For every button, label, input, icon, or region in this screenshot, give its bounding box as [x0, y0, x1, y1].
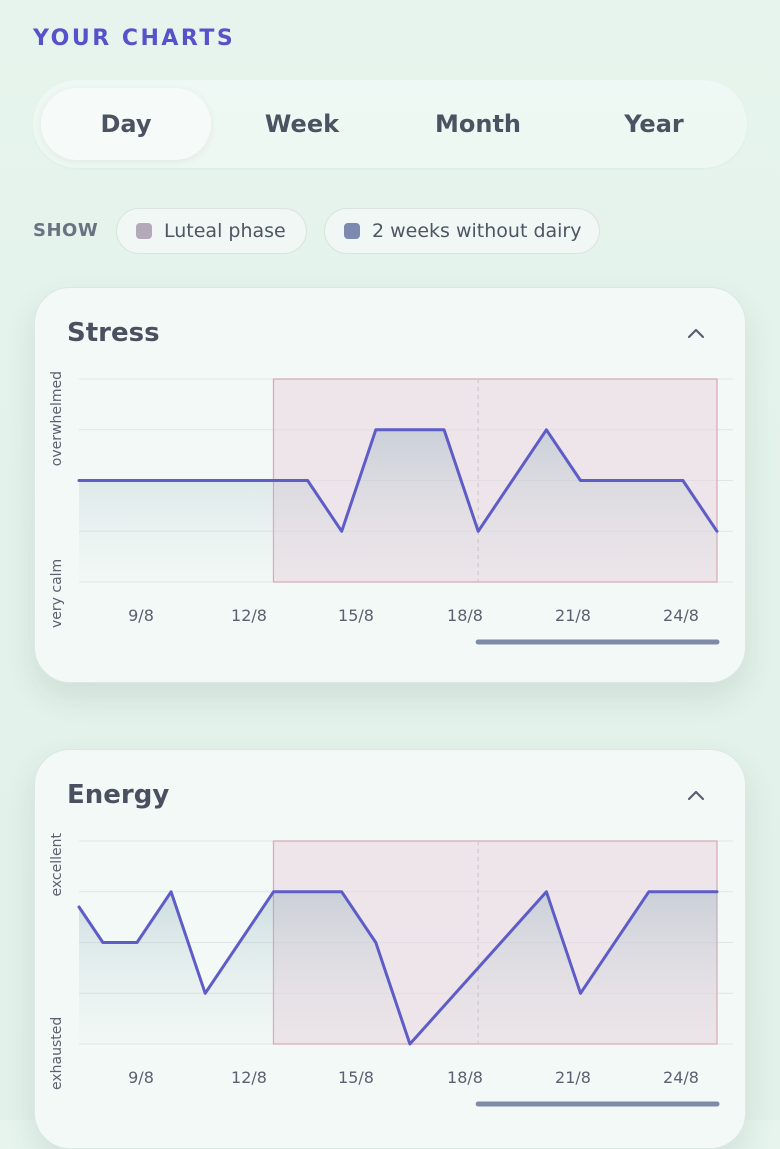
x-tick-label: 12/8 — [231, 606, 267, 625]
card-title: Energy — [67, 780, 170, 810]
series-line — [77, 428, 719, 533]
energy-card: excellent exhausted 9/8 12/8 15/8 18/8 21/8 24/… — [34, 749, 746, 1149]
no-dairy-swatch-icon — [344, 223, 360, 239]
energy-chart: excellent exhausted 9/8 12/8 15/8 18/8 21/8 24/… — [49, 833, 733, 1107]
x-tick-label: 21/8 — [555, 1068, 591, 1087]
tab-month[interactable]: Month — [434, 110, 521, 138]
filter-label: 2 weeks without dairy — [372, 220, 582, 242]
period-tabs: Day Week Month Year — [33, 80, 747, 168]
show-label: SHOW — [33, 220, 99, 241]
y-axis-bottom-label: very calm — [49, 559, 65, 628]
filter-label: Luteal phase — [164, 220, 286, 242]
stress-chart: overwhelmed very calm 9/8 12/8 15/8 18/8 21/8 2… — [49, 371, 733, 645]
tab-week[interactable]: Week — [264, 110, 340, 138]
chevron-up-icon[interactable] — [681, 318, 711, 348]
y-axis-top-label: overwhelmed — [49, 371, 65, 466]
x-tick-label: 21/8 — [555, 606, 591, 625]
y-axis-bottom-label: exhausted — [49, 1017, 65, 1090]
y-axis-top-label: excellent — [49, 833, 65, 897]
tab-day[interactable]: Day — [41, 88, 211, 160]
stress-card: overwhelmed very calm 9/8 12/8 15/8 18/8 21/8 2… — [34, 287, 746, 683]
x-tick-label: 18/8 — [447, 606, 483, 625]
series-area — [79, 429, 717, 582]
luteal-swatch-icon — [136, 223, 152, 239]
x-tick-label: 15/8 — [338, 606, 374, 625]
x-tick-label: 15/8 — [338, 1068, 374, 1087]
x-tick-label: 9/8 — [128, 1068, 154, 1087]
x-tick-label: 9/8 — [128, 606, 154, 625]
x-tick-label: 24/8 — [663, 606, 699, 625]
series-area — [79, 891, 717, 1044]
x-tick-label: 24/8 — [663, 1068, 699, 1087]
section-title: YOUR CHARTS — [33, 26, 236, 51]
filter-luteal-phase[interactable]: Luteal phase — [116, 208, 307, 254]
x-tick-label: 18/8 — [447, 1068, 483, 1087]
filter-no-dairy[interactable]: 2 weeks without dairy — [324, 208, 600, 254]
tab-year[interactable]: Year — [624, 110, 684, 138]
chevron-up-icon[interactable] — [681, 780, 711, 810]
card-title: Stress — [67, 318, 160, 348]
x-tick-label: 12/8 — [231, 1068, 267, 1087]
series-line — [77, 890, 719, 1046]
